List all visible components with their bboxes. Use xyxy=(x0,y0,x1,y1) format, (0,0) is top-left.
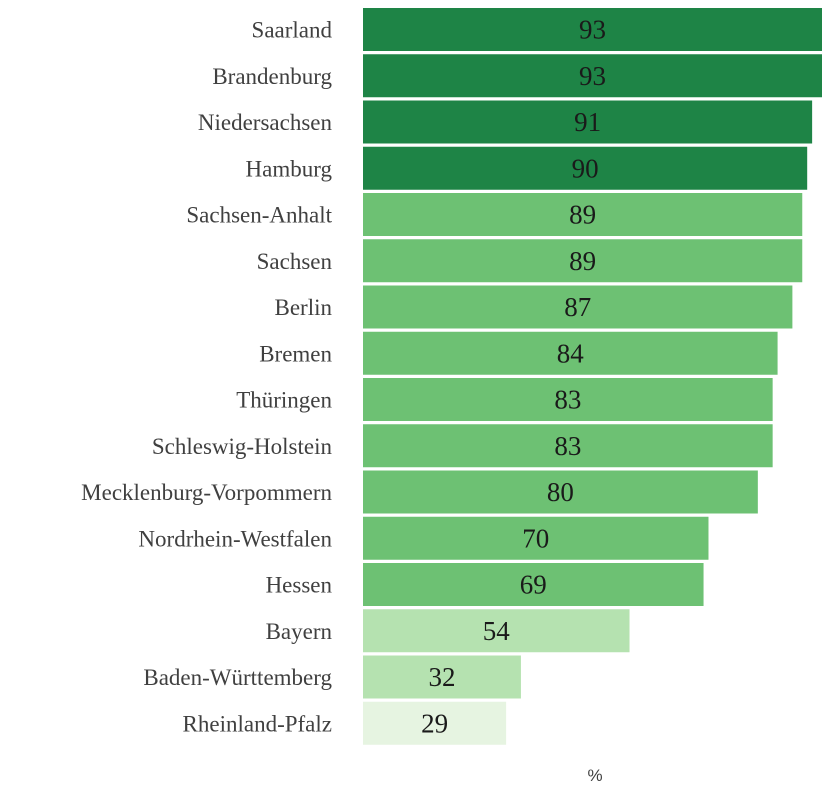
data-label: 54 xyxy=(483,616,511,646)
bar-bremen xyxy=(363,331,778,375)
bar-brandenburg xyxy=(363,54,822,98)
category-label: Hessen xyxy=(266,573,333,598)
category-label: Berlin xyxy=(275,295,333,320)
bar-nordrhein-westfalen xyxy=(363,516,709,560)
category-label: Bremen xyxy=(259,341,332,366)
bar-niedersachsen xyxy=(363,100,813,144)
bar-sachsen xyxy=(363,239,803,283)
category-label: Saarland xyxy=(252,18,333,43)
bar-schleswig-holstein xyxy=(363,424,773,468)
bar-bayern xyxy=(363,609,630,653)
category-label: Sachsen-Anhalt xyxy=(186,203,332,228)
category-label: Sachsen xyxy=(257,249,333,274)
category-label: Rheinland-Pfalz xyxy=(183,711,332,736)
category-label: Niedersachsen xyxy=(198,110,333,135)
bar-rheinland-pfalz xyxy=(363,701,507,745)
category-label: Thüringen xyxy=(236,388,332,413)
bar-th-ringen xyxy=(363,378,773,421)
bar-sachsen-anhalt xyxy=(363,193,803,236)
data-label: 89 xyxy=(569,200,596,230)
category-label: Mecklenburg-Vorpommern xyxy=(81,480,332,505)
category-label: Schleswig-Holstein xyxy=(152,434,333,459)
data-label: 69 xyxy=(520,570,547,600)
category-label: Bayern xyxy=(266,619,333,644)
data-label: 32 xyxy=(428,662,455,692)
data-label: 29 xyxy=(421,708,448,738)
data-label: 80 xyxy=(547,477,574,507)
bar-hessen xyxy=(363,563,704,606)
data-label: 89 xyxy=(569,246,596,276)
data-label: 84 xyxy=(557,338,585,368)
category-label: Baden-Württemberg xyxy=(143,665,332,690)
bar-berlin xyxy=(363,285,793,329)
data-label: 90 xyxy=(572,153,599,183)
category-label: Hamburg xyxy=(246,156,333,181)
data-label: 83 xyxy=(554,385,581,415)
data-label: 93 xyxy=(579,61,606,91)
category-label: Brandenburg xyxy=(212,64,332,89)
data-label: 91 xyxy=(574,107,601,137)
bar-hamburg xyxy=(363,146,808,190)
bars-group: Saarland 93 Brandenburg 93 Niedersachsen 91 Ha… xyxy=(81,8,822,745)
data-label: 93 xyxy=(579,15,606,45)
data-label: 83 xyxy=(554,431,581,461)
data-label: 87 xyxy=(564,292,591,322)
x-axis-unit-label: % xyxy=(587,766,602,785)
data-label: 70 xyxy=(522,523,549,553)
bar-mecklenburg-vorpommern xyxy=(363,470,758,514)
bar-baden-w-rttemberg xyxy=(363,655,521,699)
bar-saarland xyxy=(363,8,822,51)
category-label: Nordrhein-Westfalen xyxy=(138,526,332,551)
